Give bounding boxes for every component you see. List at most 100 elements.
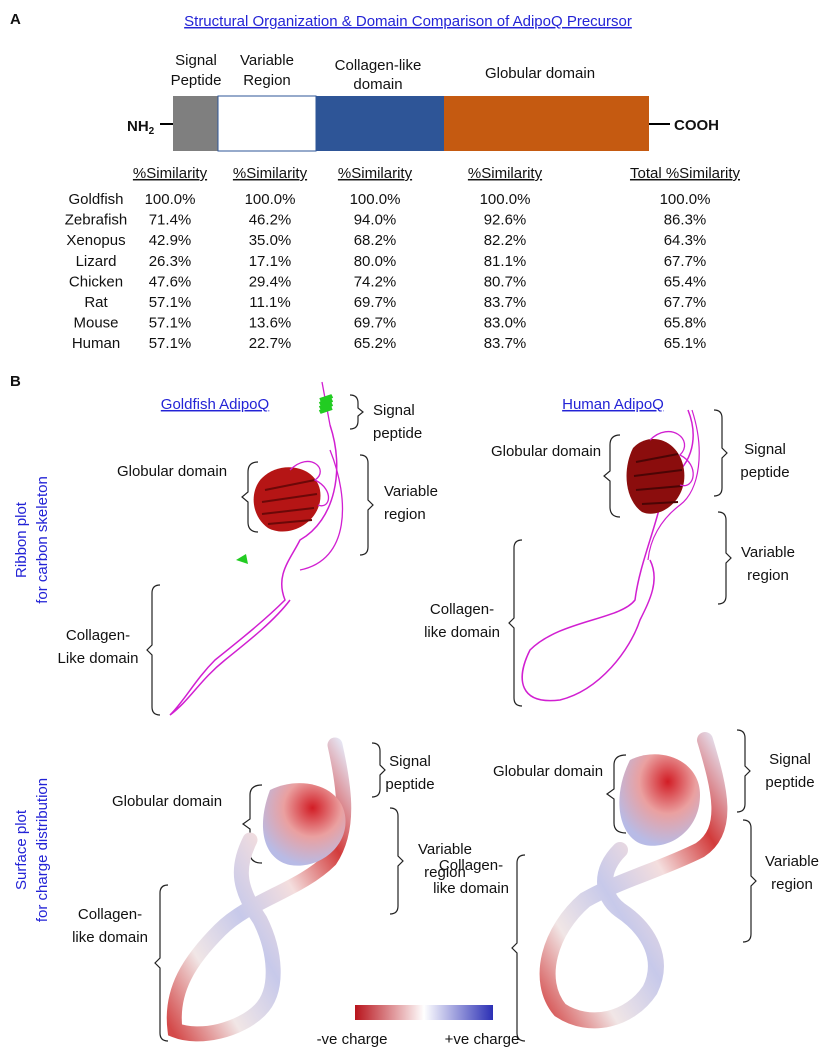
- annotation: Signal: [373, 402, 415, 419]
- annotation: Globular domain: [493, 763, 603, 780]
- legend-gradient: [355, 1005, 493, 1020]
- domain-label: Variable: [240, 52, 294, 69]
- table-cell: 67.7%: [664, 294, 707, 311]
- panel-label: A: [10, 11, 21, 28]
- similarity-table: %Similarity%Similarity%Similarity%Simila…: [65, 165, 741, 352]
- c-terminus: COOH: [674, 117, 719, 134]
- species-name: Goldfish: [68, 191, 123, 208]
- collagen-block: [316, 96, 444, 151]
- domain-label: Peptide: [171, 72, 222, 89]
- table-cell: 11.1%: [249, 294, 290, 311]
- table-cell: 100.0%: [245, 191, 296, 208]
- table-cell: 81.1%: [484, 253, 527, 270]
- annotation: peptide: [385, 776, 434, 793]
- table-cell: 29.4%: [249, 273, 292, 290]
- table-cell: 83.7%: [484, 335, 527, 352]
- table-cell: 74.2%: [354, 273, 397, 290]
- table-cell: 100.0%: [480, 191, 531, 208]
- table-cell: 71.4%: [149, 212, 192, 229]
- species-name: Lizard: [76, 253, 117, 270]
- legend-label: -ve charge: [317, 1031, 388, 1048]
- annotation: Signal: [744, 441, 786, 458]
- domain-label: Collagen-like: [335, 57, 422, 74]
- surface-structure: [548, 740, 720, 1020]
- table-header: Total %Similarity: [630, 165, 741, 182]
- charge-legend: -ve charge +ve charge: [317, 1005, 520, 1048]
- annotation: region: [771, 876, 813, 893]
- table-cell: 57.1%: [149, 335, 192, 352]
- table-cell: 42.9%: [149, 232, 192, 249]
- table-cell: 100.0%: [660, 191, 711, 208]
- annotation: Collagen-: [430, 601, 494, 618]
- legend-label: +ve charge: [445, 1031, 520, 1048]
- species-title: Human AdipoQ: [562, 396, 664, 413]
- domain-label: Signal: [175, 52, 217, 69]
- domain-labels: Signal Peptide Variable Region Collagen-…: [171, 52, 595, 93]
- table-cell: 69.7%: [354, 294, 397, 311]
- annotation: Collagen-: [78, 906, 142, 923]
- globular-block: [444, 96, 649, 151]
- table-cell: 57.1%: [149, 294, 192, 311]
- annotation: Variable: [765, 853, 819, 870]
- annotation: region: [747, 567, 789, 584]
- table-cell: 68.2%: [354, 232, 397, 249]
- table-cell: 57.1%: [149, 315, 192, 332]
- panel-title: Structural Organization & Domain Compari…: [184, 13, 632, 30]
- table-cell: 94.0%: [354, 212, 397, 229]
- species-name: Chicken: [69, 273, 123, 290]
- variable-block: [218, 96, 316, 151]
- table-header: %Similarity: [233, 165, 308, 182]
- species-name: Rat: [84, 294, 108, 311]
- table-cell: 17.1%: [249, 253, 292, 270]
- annotations: Signal peptide Globular domain Variable regi…: [58, 402, 819, 946]
- species-name: Human: [72, 335, 120, 352]
- species-name: Xenopus: [66, 232, 125, 249]
- page: { "panel_a": { "label": "A", "title": "S…: [0, 0, 832, 1049]
- table-cell: 22.7%: [249, 335, 292, 352]
- table-cell: 64.3%: [664, 232, 707, 249]
- annotation: peptide: [740, 464, 789, 481]
- annotation: Signal: [769, 751, 811, 768]
- domain-label: Globular domain: [485, 65, 595, 82]
- n-terminus: NH2: [127, 118, 155, 137]
- annotation: peptide: [765, 774, 814, 791]
- domain-label: domain: [353, 76, 402, 93]
- annotation: region: [384, 506, 426, 523]
- figure: A Structural Organization & Domain Compa…: [0, 0, 832, 1049]
- table-header: %Similarity: [338, 165, 413, 182]
- species-name: Mouse: [73, 315, 118, 332]
- table-cell: 26.3%: [149, 253, 192, 270]
- ribbon-structure: [170, 382, 342, 715]
- annotation: like domain: [433, 880, 509, 897]
- table-cell: 35.0%: [249, 232, 292, 249]
- table-cell: 82.2%: [484, 232, 527, 249]
- table-cell: 67.7%: [664, 253, 707, 270]
- annotation: Variable: [384, 483, 438, 500]
- annotation: Variable: [418, 841, 472, 858]
- table-cell: 83.0%: [484, 315, 527, 332]
- annotation: Globular domain: [117, 463, 227, 480]
- table-cell: 80.0%: [354, 253, 397, 270]
- annotation: Collagen-: [66, 627, 130, 644]
- table-cell: 65.4%: [664, 273, 707, 290]
- surface-structure: [174, 745, 345, 1034]
- table-cell: 13.6%: [249, 315, 292, 332]
- panel-label: B: [10, 373, 21, 390]
- table-cell: 80.7%: [484, 273, 527, 290]
- table-cell: 65.2%: [354, 335, 397, 352]
- annotation: Signal: [389, 753, 431, 770]
- row-label: for carbon skeleton: [34, 476, 51, 604]
- annotation: like domain: [424, 624, 500, 641]
- table-cell: 92.6%: [484, 212, 527, 229]
- table-header: %Similarity: [133, 165, 208, 182]
- annotation: Collagen-: [439, 857, 503, 874]
- table-cell: 100.0%: [350, 191, 401, 208]
- row-label: for charge distribution: [34, 778, 51, 922]
- table-cell: 46.2%: [249, 212, 292, 229]
- n-terminus-sub: 2: [149, 126, 155, 137]
- table-cell: 83.7%: [484, 294, 527, 311]
- row-label: Surface plot: [13, 809, 30, 890]
- table-cell: 86.3%: [664, 212, 707, 229]
- annotation: peptide: [373, 425, 422, 442]
- n-terminus-base: NH: [127, 118, 149, 135]
